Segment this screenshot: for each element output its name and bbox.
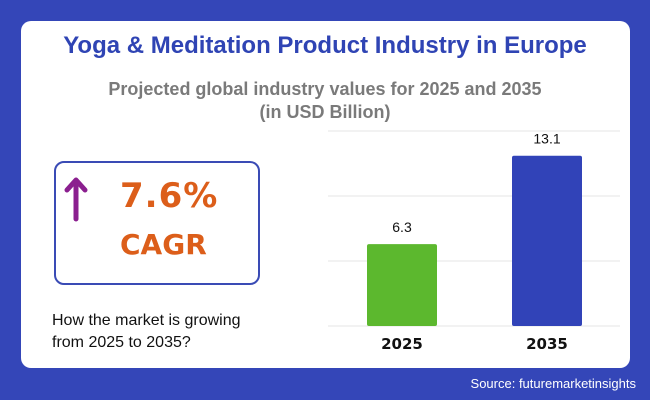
bar-2025: [367, 244, 437, 326]
arrow-up-icon: [64, 177, 88, 222]
x-tick-label: 2025: [381, 335, 423, 353]
subtitle-line-2: (in USD Billion): [259, 102, 391, 122]
bar-2035: [512, 155, 582, 326]
data-label: 6.3: [392, 219, 412, 235]
chart-subtitle: Projected global industry values for 202…: [0, 78, 650, 124]
question-line-1: How the market is growing: [52, 312, 241, 329]
data-label: 13.1: [533, 131, 560, 147]
cagr-value: 7.6%: [120, 176, 219, 216]
subtitle-line-1: Projected global industry values for 202…: [108, 79, 542, 99]
x-tick-label: 2035: [526, 335, 568, 353]
page-title: Yoga & Meditation Product Industry in Eu…: [63, 32, 587, 59]
source-text: Source: futuremarketinsights: [470, 376, 636, 391]
cagr-label: CAGR: [120, 228, 207, 261]
question-line-2: from 2025 to 2035?: [52, 334, 191, 351]
cagr-box: [54, 161, 260, 285]
question-text: How the market is growing from 2025 to 2…: [52, 310, 292, 354]
